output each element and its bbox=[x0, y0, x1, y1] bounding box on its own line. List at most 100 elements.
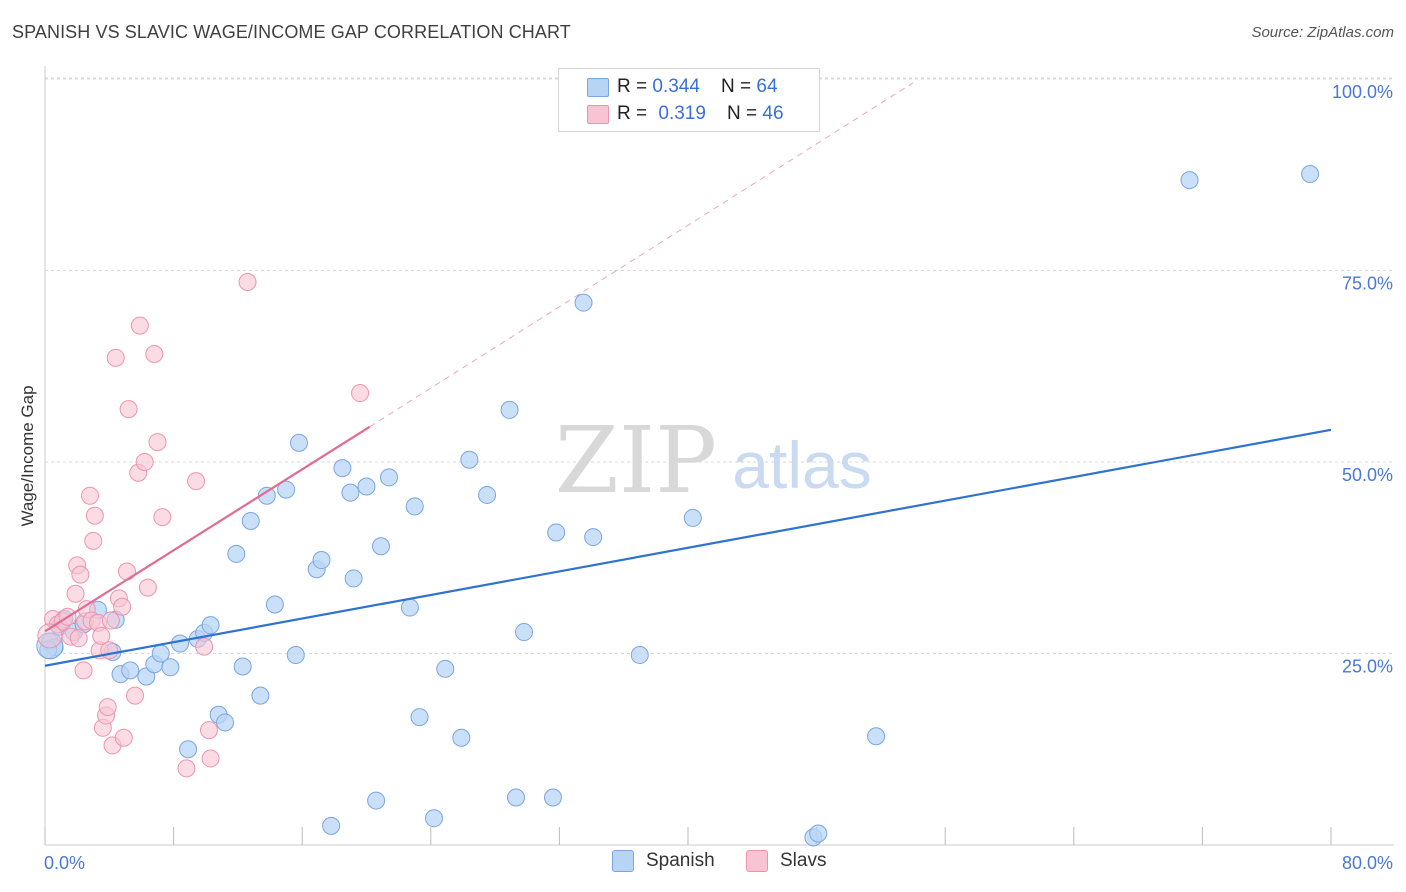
slavs-point bbox=[71, 565, 90, 584]
watermark-atlas: atlas bbox=[732, 428, 871, 502]
slavs-n-value: 46 bbox=[762, 103, 784, 124]
slavs-point bbox=[113, 597, 132, 616]
axes bbox=[44, 66, 1394, 846]
slavs-point bbox=[85, 506, 104, 525]
spanish-point bbox=[506, 788, 525, 807]
spanish-point bbox=[179, 740, 198, 759]
y-tick-label: 50.0% bbox=[1342, 465, 1393, 485]
spanish-legend-swatch bbox=[612, 850, 634, 872]
spanish-point bbox=[251, 686, 270, 705]
spanish-point bbox=[322, 816, 341, 835]
spanish-point bbox=[289, 433, 308, 452]
spanish-point bbox=[683, 508, 702, 527]
spanish-point bbox=[410, 708, 429, 727]
spanish-point bbox=[867, 727, 886, 746]
slavs-point bbox=[92, 626, 111, 645]
spanish-point bbox=[400, 598, 419, 617]
slavs-point bbox=[100, 641, 119, 660]
spanish-r-label: R = bbox=[617, 76, 653, 97]
spanish-point bbox=[227, 544, 246, 563]
spanish-point bbox=[500, 400, 519, 419]
slavs-point bbox=[145, 344, 164, 363]
y-tick-label: 100.0% bbox=[1332, 82, 1393, 102]
slavs-point bbox=[130, 316, 149, 335]
spanish-point bbox=[286, 646, 305, 665]
x-tick-label: 0.0% bbox=[44, 853, 85, 873]
slavs-trend-extension bbox=[369, 82, 914, 428]
slavs-point bbox=[153, 508, 172, 527]
spanish-point bbox=[574, 293, 593, 312]
slavs-point bbox=[199, 721, 218, 740]
slavs-n-label: N = bbox=[727, 103, 763, 124]
slavs-r-label: R = bbox=[617, 103, 653, 124]
slavs-point bbox=[98, 698, 117, 717]
spanish-point bbox=[357, 477, 376, 496]
data-points bbox=[36, 164, 1332, 847]
legend-item-slavs[interactable]: Slavs bbox=[746, 850, 826, 872]
slavs-point bbox=[238, 272, 257, 291]
slavs-swatch bbox=[587, 104, 609, 124]
legend-item-spanish[interactable]: Spanish bbox=[612, 850, 715, 872]
spanish-n-value: 64 bbox=[756, 76, 778, 97]
slavs-point bbox=[187, 472, 206, 491]
slavs-point bbox=[119, 400, 138, 419]
slavs-point bbox=[177, 759, 196, 778]
spanish-r-value: 0.344 bbox=[652, 76, 700, 97]
spanish-point bbox=[584, 528, 603, 547]
slavs-point bbox=[74, 661, 93, 680]
slavs-point bbox=[195, 637, 214, 656]
spanish-point bbox=[201, 616, 220, 635]
spanish-point bbox=[515, 623, 534, 642]
spanish-point bbox=[425, 809, 444, 828]
tick-labels: 25.0% 50.0% 75.0% 100.0% 0.0% 80.0% bbox=[44, 82, 1393, 873]
slavs-point bbox=[138, 578, 157, 597]
slavs-cluster-point bbox=[37, 623, 63, 649]
watermark-zip: ZIP bbox=[555, 407, 717, 514]
slavs-point bbox=[66, 584, 85, 603]
series-legend: Spanish Slavs bbox=[0, 850, 1406, 878]
gridlines bbox=[45, 77, 1394, 654]
spanish-point bbox=[367, 791, 386, 810]
slavs-point bbox=[201, 749, 220, 768]
spanish-point bbox=[543, 788, 562, 807]
slavs-legend-swatch bbox=[746, 850, 768, 872]
spanish-point bbox=[344, 569, 363, 588]
slavs-point bbox=[106, 348, 125, 367]
y-tick-label: 75.0% bbox=[1342, 274, 1393, 294]
slavs-trend-line bbox=[44, 425, 371, 633]
spanish-n-label: N = bbox=[721, 76, 757, 97]
spanish-swatch bbox=[587, 77, 609, 97]
spanish-point bbox=[341, 483, 360, 502]
slavs-point bbox=[351, 384, 370, 403]
spanish-point bbox=[171, 634, 190, 653]
correlation-legend: R = 0.344 N = 64 R = 0.319 N = 46 bbox=[558, 68, 820, 132]
spanish-point bbox=[460, 450, 479, 469]
legend-row-spanish: R = 0.344 N = 64 bbox=[587, 75, 778, 99]
slavs-point bbox=[69, 629, 88, 648]
spanish-point bbox=[312, 551, 331, 570]
spanish-point bbox=[380, 468, 399, 487]
y-axis-label: Wage/Income Gap bbox=[18, 385, 37, 527]
spanish-point bbox=[121, 661, 140, 680]
legend-row-slavs: R = 0.319 N = 46 bbox=[587, 102, 784, 126]
slavs-point bbox=[114, 728, 133, 747]
spanish-point bbox=[630, 646, 649, 665]
slavs-point bbox=[117, 562, 136, 581]
watermark: ZIP atlas bbox=[555, 407, 872, 514]
trend-lines bbox=[369, 82, 914, 428]
slavs-point bbox=[101, 611, 120, 630]
spanish-point bbox=[452, 728, 471, 747]
spanish-legend-label: Spanish bbox=[646, 850, 715, 871]
spanish-point bbox=[405, 497, 424, 516]
slavs-point bbox=[135, 453, 154, 471]
spanish-point bbox=[547, 523, 566, 542]
slavs-legend-label: Slavs bbox=[780, 850, 827, 871]
spanish-point bbox=[1180, 171, 1199, 190]
spanish-point bbox=[478, 485, 497, 504]
spanish-point bbox=[241, 511, 260, 530]
y-tick-label: 25.0% bbox=[1342, 657, 1393, 677]
spanish-point bbox=[436, 659, 455, 678]
spanish-point bbox=[371, 537, 390, 556]
slavs-point bbox=[81, 486, 100, 505]
